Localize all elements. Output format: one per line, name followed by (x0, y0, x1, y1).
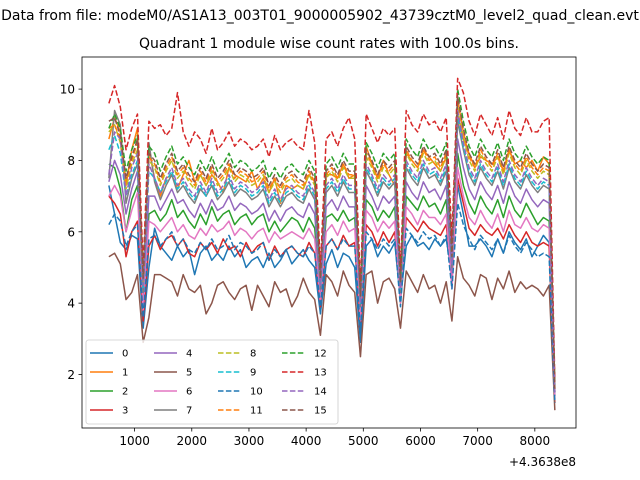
series-line-2 (108, 152, 556, 396)
legend-label-8: 8 (250, 349, 256, 360)
x-tick-label: 3000 (234, 434, 265, 448)
legend-label-9: 9 (250, 368, 256, 379)
chart-axes: 1000 2000 3000 4000 5000 6000 7000 8000246810+4… (60, 56, 577, 469)
legend-label-5: 5 (186, 368, 192, 379)
legend-label-14: 14 (314, 387, 327, 398)
x-tick-label: 8000 (520, 434, 551, 448)
y-tick-label: 2 (67, 368, 75, 382)
legend-label-7: 7 (186, 406, 192, 417)
x-tick-label: 4000 (291, 434, 322, 448)
series-line-7 (108, 109, 556, 393)
series-line-11 (108, 99, 556, 389)
y-tick-label: 8 (67, 154, 75, 168)
series-line-4 (108, 138, 556, 396)
y-tick-label: 10 (60, 83, 75, 97)
x-tick-label: 6000 (405, 434, 436, 448)
legend-box (85, 339, 339, 425)
chart-title: Quadrant 1 module wise count rates with … (139, 36, 519, 52)
legend-label-13: 13 (314, 368, 327, 379)
legend-label-2: 2 (122, 387, 128, 398)
y-tick-label: 6 (67, 225, 75, 239)
series-line-1 (108, 113, 556, 393)
series-line-5 (108, 252, 556, 411)
series-line-13 (108, 77, 556, 382)
series-line-9 (108, 113, 556, 393)
x-offset-label: +4.3638e8 (509, 455, 576, 469)
y-tick-label: 4 (67, 297, 75, 311)
legend-label-0: 0 (122, 349, 128, 360)
series-line-14 (108, 109, 556, 393)
legend-label-1: 1 (122, 368, 128, 379)
x-tick-label: 7000 (462, 434, 493, 448)
legend-label-3: 3 (122, 406, 128, 417)
series-line-8 (108, 102, 556, 389)
legend-label-10: 10 (250, 387, 263, 398)
legend-label-4: 4 (186, 349, 192, 360)
series-line-6 (108, 166, 556, 400)
x-tick-label: 5000 (348, 434, 379, 448)
plot-frame (81, 56, 577, 429)
legend-label-15: 15 (314, 406, 327, 417)
figure-suptitle: Data from file: modeM0/AS1A13_003T01_900… (0, 8, 640, 24)
legend-label-12: 12 (314, 349, 327, 360)
series-line-12 (108, 88, 556, 386)
legend-label-6: 6 (186, 387, 192, 398)
suptitle-text: Data from file: modeM0/AS1A13_003T01_900… (1, 8, 639, 24)
x-tick-label: 1000 (119, 434, 150, 448)
series-line-10 (108, 202, 556, 404)
x-tick-label: 2000 (177, 434, 208, 448)
series-line-15 (108, 95, 556, 389)
legend-label-11: 11 (250, 406, 263, 417)
series-line-0 (108, 184, 556, 400)
series-lines (108, 77, 556, 411)
